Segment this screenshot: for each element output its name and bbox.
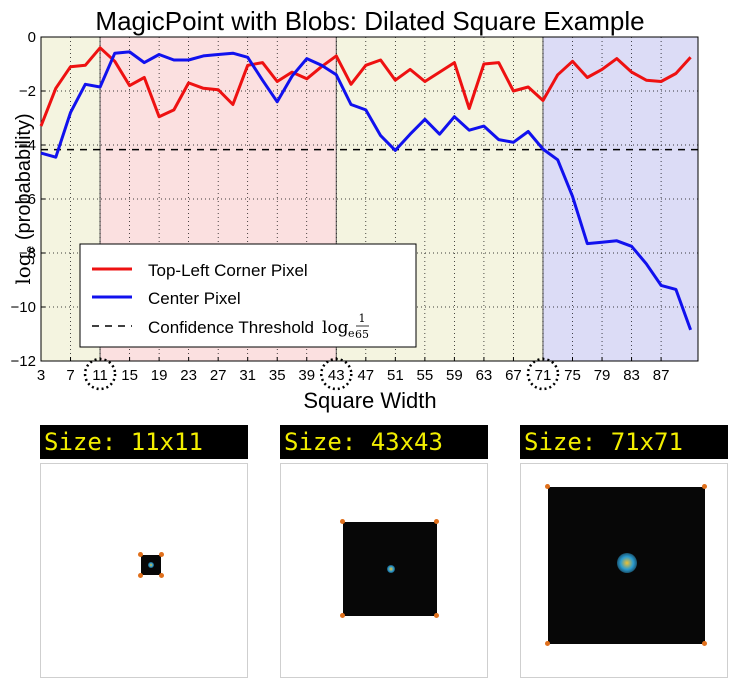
- x-tick-label: 27: [210, 367, 227, 384]
- size-panel-43: Size: 43x43: [280, 425, 488, 678]
- series-center-pixel: [40, 50, 693, 331]
- y-tick-label: 0: [28, 29, 36, 46]
- legend-formula-log: log: [322, 318, 349, 338]
- x-tick-label: 15: [121, 367, 138, 384]
- size-panel-11: Size: 11x11: [40, 425, 248, 678]
- x-axis-label: Square Width: [303, 388, 436, 413]
- y-tick-label: −12: [11, 353, 36, 370]
- legend-label-threshold: Confidence Threshold: [148, 318, 314, 337]
- corner-blob: [545, 484, 550, 489]
- legend-formula-den: 65: [355, 328, 369, 341]
- y-tick-label: −6: [19, 191, 36, 208]
- x-tick-label: 39: [298, 367, 315, 384]
- corner-blob: [138, 552, 143, 557]
- x-tick-label: 79: [594, 367, 611, 384]
- x-tick-label: 3: [37, 367, 45, 384]
- legend-label-top-left: Top-Left Corner Pixel: [148, 261, 308, 280]
- corner-blob: [138, 573, 143, 578]
- y-axis-label: loge (probabability): [11, 113, 38, 284]
- x-tick-label: 7: [66, 367, 74, 384]
- legend-label-center: Center Pixel: [148, 289, 241, 308]
- x-tick-label: 35: [269, 367, 286, 384]
- y-tick-label: −8: [19, 245, 36, 262]
- x-tick-label: 47: [357, 367, 374, 384]
- series-top-left-corner: [39, 46, 692, 127]
- x-tick-label: 83: [623, 367, 640, 384]
- x-tick-label: 23: [180, 367, 197, 384]
- x-tick-label: 19: [151, 367, 168, 384]
- x-tick-label: 75: [564, 367, 581, 384]
- square-image: [40, 463, 248, 678]
- x-tick-label: 11: [92, 367, 108, 384]
- tick-highlight-circle: [526, 357, 560, 391]
- y-axis-label-log: log: [11, 253, 35, 284]
- corner-blob: [434, 519, 439, 524]
- size-label: Size: 11x11: [40, 425, 248, 459]
- corner-blob: [340, 519, 345, 524]
- x-tick-label: 43: [328, 367, 345, 384]
- x-tick-label: 59: [446, 367, 463, 384]
- corner-blob: [159, 552, 164, 557]
- size-panel-71: Size: 71x71: [520, 425, 728, 678]
- tick-highlight-circle: [83, 357, 117, 391]
- x-tick-label: 63: [476, 367, 493, 384]
- y-tick-label: −10: [11, 299, 36, 316]
- square-image: [520, 463, 728, 678]
- corner-blob: [702, 484, 707, 489]
- legend-formula-num: 1: [359, 312, 366, 325]
- center-blob: [148, 562, 154, 568]
- corner-blob: [340, 613, 345, 618]
- y-tick-label: −4: [19, 137, 36, 154]
- corner-blob: [702, 641, 707, 646]
- tick-highlight-circle: [320, 357, 353, 391]
- corner-blob: [545, 641, 550, 646]
- y-axis-label-sub: e: [23, 245, 38, 253]
- legend: Top-Left Corner Pixel Center Pixel Confi…: [79, 243, 417, 348]
- center-blob: [617, 553, 637, 573]
- shaded-region: [542, 37, 698, 361]
- legend-formula-sub: e: [348, 327, 355, 340]
- line-chart: MagicPoint with Blobs: Dilated Square Ex…: [11, 6, 699, 413]
- x-tick-label: 71: [535, 367, 552, 384]
- chart-title: MagicPoint with Blobs: Dilated Square Ex…: [95, 6, 644, 36]
- x-tick-label: 55: [417, 367, 434, 384]
- size-label: Size: 43x43: [280, 425, 488, 459]
- x-tick-label: 87: [653, 367, 670, 384]
- corner-blob: [159, 573, 164, 578]
- legend-box: [79, 243, 417, 348]
- center-blob: [387, 565, 395, 573]
- x-tick-label: 67: [505, 367, 522, 384]
- size-label: Size: 71x71: [520, 425, 728, 459]
- square-image: [280, 463, 488, 678]
- x-tick-label: 31: [239, 367, 256, 384]
- corner-blob: [434, 613, 439, 618]
- x-tick-label: 51: [387, 367, 404, 384]
- y-tick-label: −2: [19, 83, 36, 100]
